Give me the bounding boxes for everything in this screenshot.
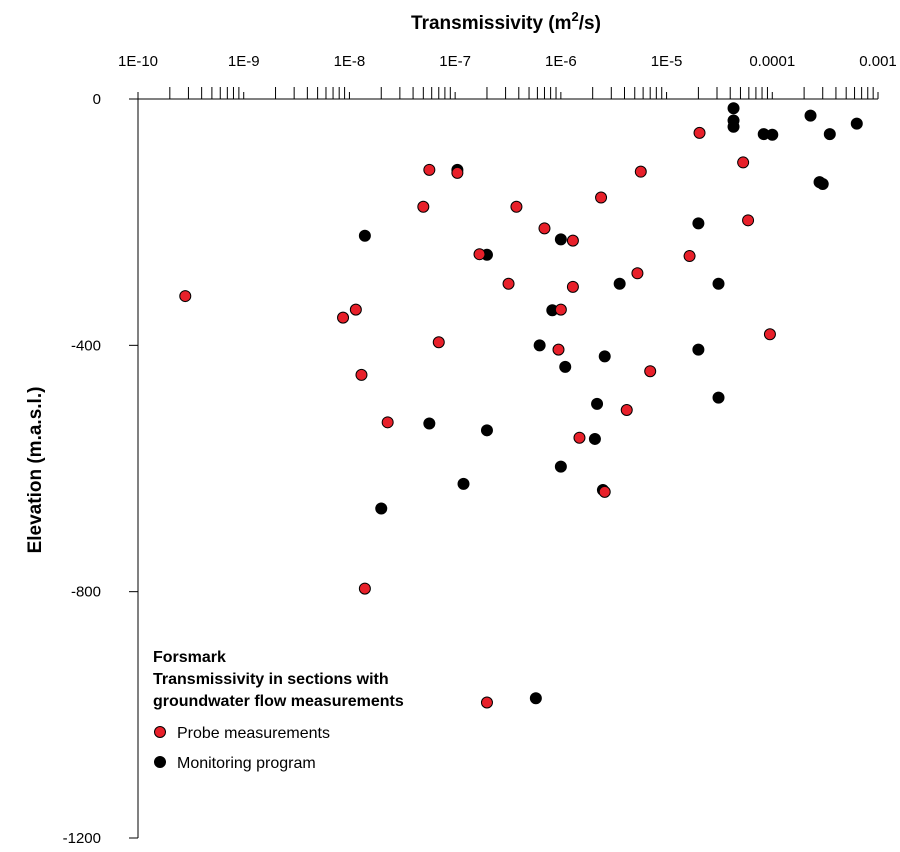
probe-point: [423, 163, 436, 176]
monitoring-point: [804, 109, 817, 122]
monitoring-point: [598, 350, 611, 363]
monitoring-point: [559, 360, 572, 373]
probe-point: [451, 166, 464, 179]
monitoring-point: [423, 417, 436, 430]
monitoring-point: [850, 117, 863, 130]
probe-point: [566, 280, 579, 293]
monitoring-point: [712, 277, 725, 290]
x-tick-label: 1E-6: [545, 53, 577, 70]
probe-point: [598, 485, 611, 498]
probe-point: [417, 200, 430, 213]
probe-point: [554, 303, 567, 316]
monitoring-point: [692, 343, 705, 356]
monitoring-point: [692, 217, 705, 230]
legend-marker-monitoring: [154, 756, 166, 768]
monitoring-point: [554, 460, 567, 473]
x-axis-title-base: Transmissivity (m: [411, 13, 572, 34]
probe-point: [644, 365, 657, 378]
monitoring-point: [613, 277, 626, 290]
probe-point: [349, 303, 362, 316]
x-axis-title-sup: 2: [572, 9, 579, 24]
probe-point: [693, 126, 706, 139]
probe-point: [573, 431, 586, 444]
x-axis-title: Transmissivity (m2/s): [411, 9, 601, 34]
x-tick-label: 0.0001: [749, 53, 795, 70]
legend-label-probe: Probe measurements: [177, 725, 330, 742]
probe-point: [473, 248, 486, 261]
x-tick-label: 1E-5: [651, 53, 683, 70]
monitoring-point: [375, 502, 388, 515]
legend-marker-probe: [154, 726, 166, 738]
monitoring-point: [457, 477, 470, 490]
x-tick-label: 1E-9: [228, 53, 260, 70]
probe-point: [595, 191, 608, 204]
y-tick-label: -1200: [63, 830, 101, 847]
monitoring-point: [727, 102, 740, 115]
probe-point: [179, 290, 192, 303]
y-tick-label: 0: [93, 91, 101, 108]
monitoring-point: [480, 424, 493, 437]
probe-point: [381, 416, 394, 429]
probe-point: [742, 214, 755, 227]
x-tick-label: 1E-10: [118, 53, 158, 70]
data-points: [179, 102, 863, 709]
probe-point: [737, 156, 750, 169]
monitoring-point: [727, 120, 740, 133]
probe-point: [620, 403, 633, 416]
monitoring-point: [588, 432, 601, 445]
monitoring-point: [766, 128, 779, 141]
monitoring-point: [529, 692, 542, 705]
legend-label-monitoring: Monitoring program: [177, 755, 316, 772]
probe-point: [552, 343, 565, 356]
probe-point: [538, 222, 551, 235]
monitoring-point: [358, 229, 371, 242]
probe-point: [432, 336, 445, 349]
y-tick-label: -400: [71, 337, 101, 354]
probe-point: [566, 234, 579, 247]
legend-title-line-2: Transmissivity in sections with: [153, 671, 389, 688]
probe-point: [634, 165, 647, 178]
legend: Forsmark Transmissivity in sections with…: [153, 649, 404, 772]
probe-point: [355, 368, 368, 381]
x-axis-title-tail: /s): [579, 13, 601, 34]
probe-point: [358, 582, 371, 595]
probe-point: [480, 696, 493, 709]
probe-point: [502, 277, 515, 290]
x-tick-label: 1E-8: [334, 53, 366, 70]
y-axis-ticks: 0 -400 -800 -1200: [63, 91, 138, 847]
probe-point: [337, 311, 350, 324]
monitoring-point: [591, 397, 604, 410]
monitoring-point: [823, 128, 836, 141]
x-tick-label: 0.001: [859, 53, 897, 70]
probe-point: [631, 267, 644, 280]
probe-point: [510, 200, 523, 213]
y-axis-title: Elevation (m.a.s.l.): [25, 387, 46, 554]
x-axis-ticks: 1E-10 1E-9 1E-8 1E-7 1E-6 1E-5 0.0001 0.001: [118, 53, 897, 99]
monitoring-point: [554, 233, 567, 246]
monitoring-point: [533, 339, 546, 352]
legend-title-line-3: groundwater flow measurements: [153, 693, 404, 710]
y-tick-label: -800: [71, 584, 101, 601]
legend-title-line-1: Forsmark: [153, 649, 226, 666]
monitoring-point: [816, 177, 829, 190]
probe-point: [683, 250, 696, 263]
probe-point: [763, 328, 776, 341]
x-tick-label: 1E-7: [439, 53, 471, 70]
monitoring-point: [712, 391, 725, 404]
